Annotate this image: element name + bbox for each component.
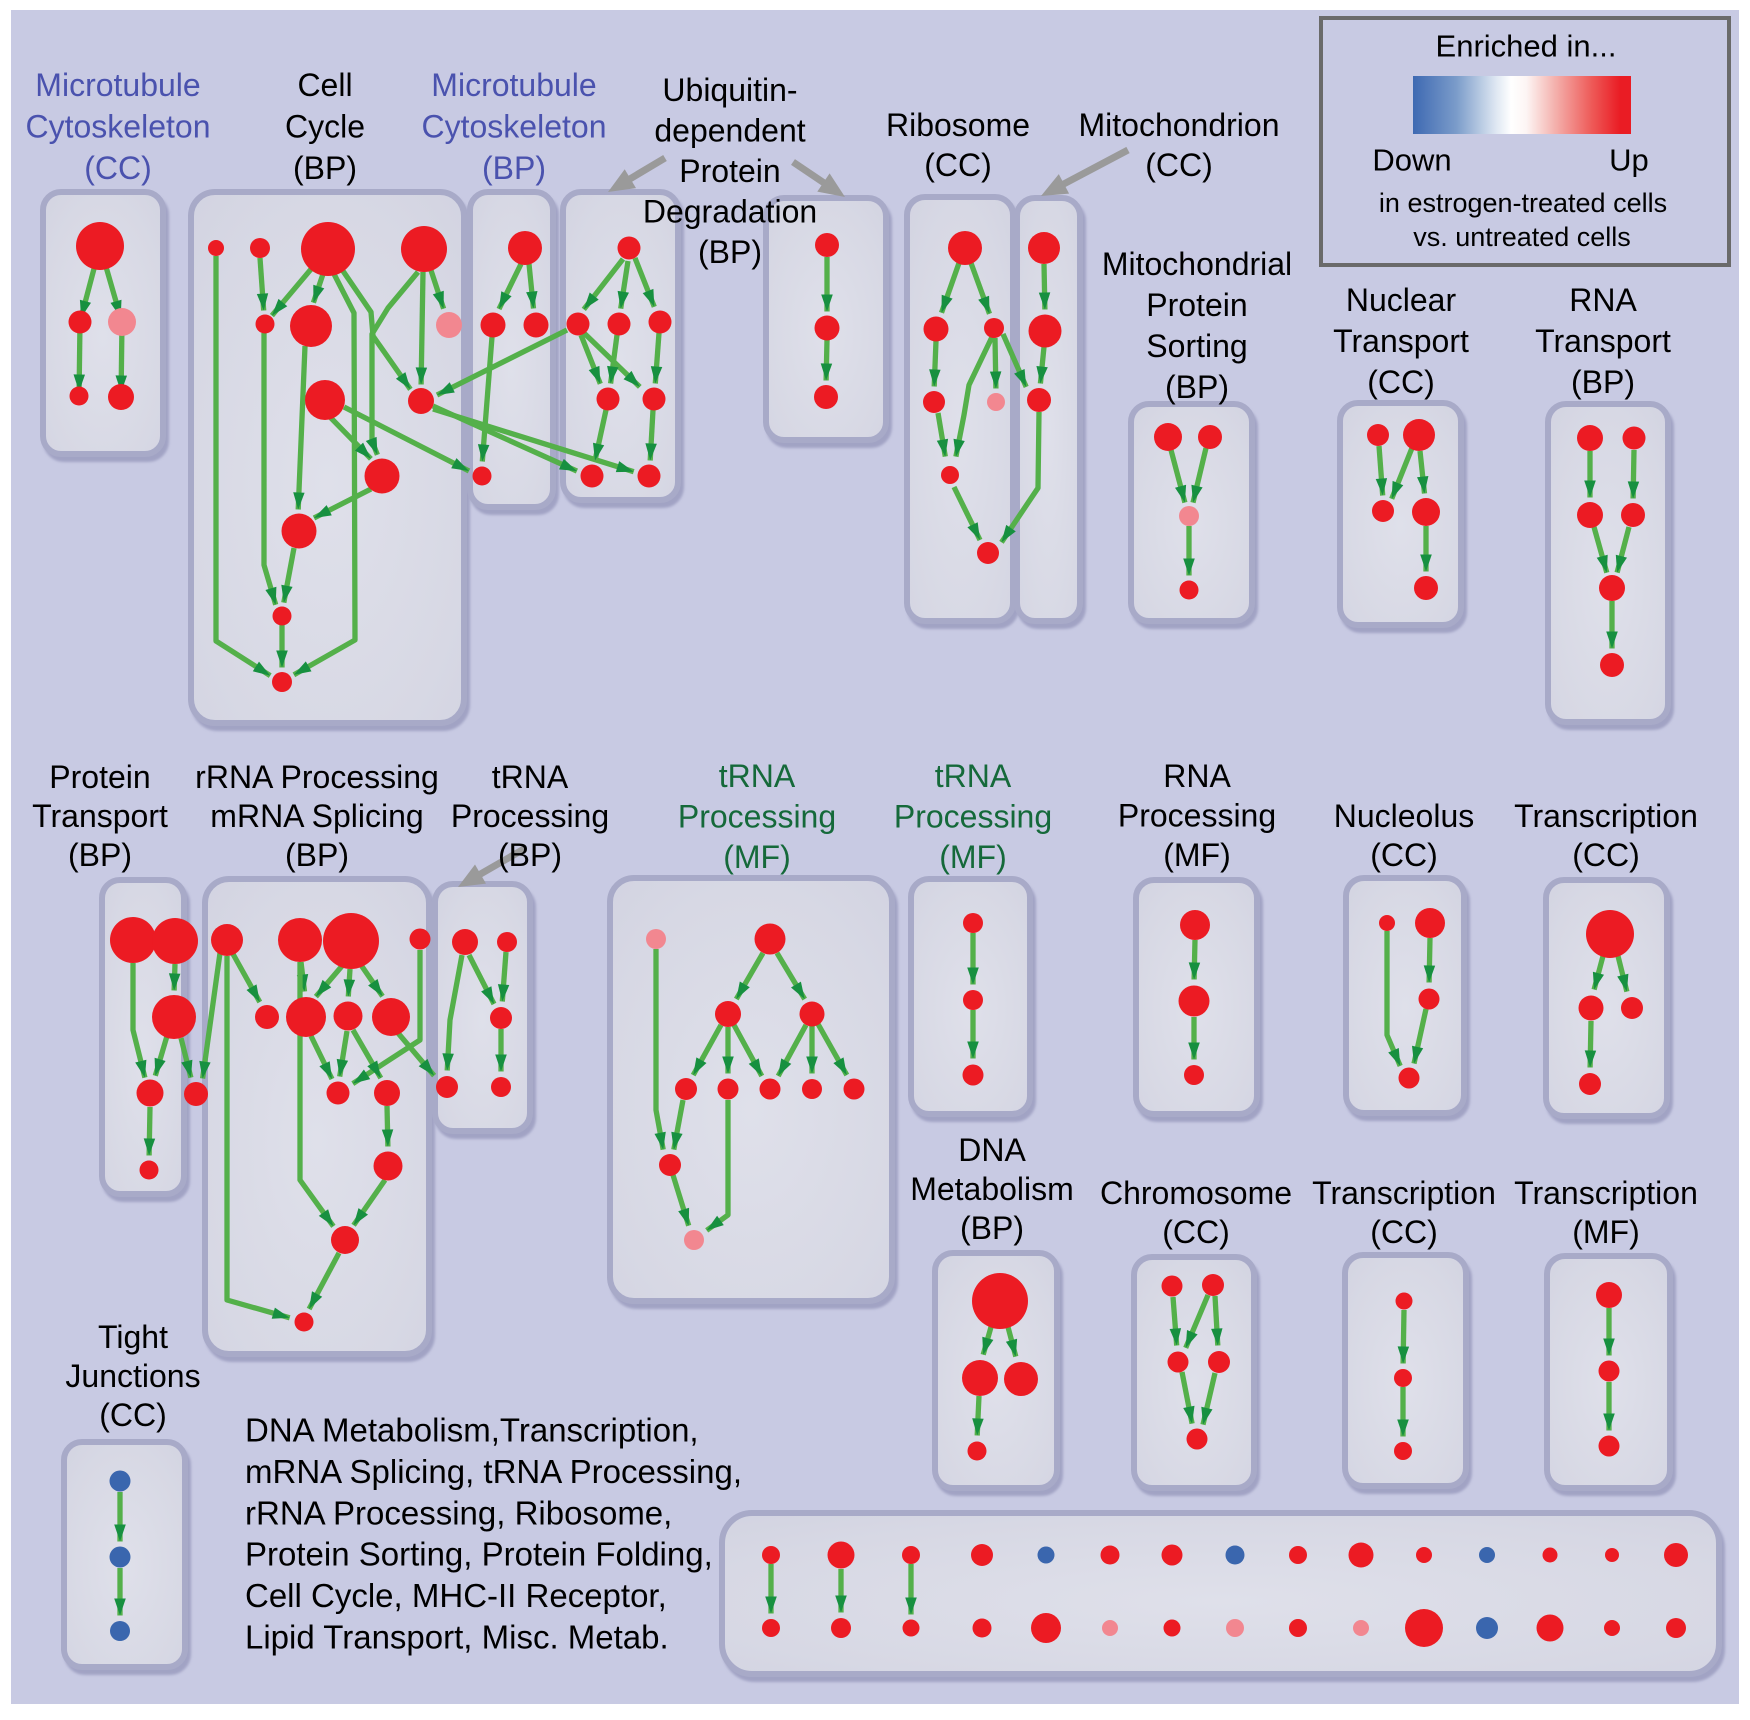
svg-text:Enriched in...: Enriched in... [1436, 29, 1617, 64]
svg-text:Tight: Tight [98, 1319, 168, 1355]
svg-text:Cell Cycle, MHC-II Receptor,: Cell Cycle, MHC-II Receptor, [245, 1577, 667, 1614]
svg-text:mRNA Splicing: mRNA Splicing [210, 798, 423, 834]
svg-text:(MF): (MF) [1572, 1214, 1640, 1250]
svg-text:RNA: RNA [1569, 282, 1637, 318]
svg-text:rRNA Processing, Ribosome,: rRNA Processing, Ribosome, [245, 1494, 672, 1531]
svg-text:(BP): (BP) [68, 837, 132, 873]
svg-text:Protein: Protein [1146, 287, 1247, 323]
svg-text:Processing: Processing [1118, 798, 1276, 834]
svg-text:Metabolism: Metabolism [910, 1171, 1074, 1207]
svg-text:(CC): (CC) [1370, 837, 1438, 873]
svg-text:Nuclear: Nuclear [1346, 282, 1457, 318]
svg-text:(BP): (BP) [1571, 364, 1635, 400]
svg-text:Cell: Cell [297, 67, 352, 103]
svg-text:(BP): (BP) [498, 837, 562, 873]
svg-text:Transcription: Transcription [1514, 798, 1698, 834]
svg-text:(CC): (CC) [1370, 1214, 1438, 1250]
svg-text:vs. untreated cells: vs. untreated cells [1413, 222, 1631, 252]
svg-text:(BP): (BP) [960, 1210, 1024, 1246]
svg-text:Microtubule: Microtubule [431, 67, 596, 103]
svg-text:Cytoskeleton: Cytoskeleton [422, 109, 607, 145]
svg-text:Nucleolus: Nucleolus [1334, 798, 1475, 834]
svg-text:Microtubule: Microtubule [35, 67, 200, 103]
svg-text:Transport: Transport [1333, 323, 1469, 359]
svg-text:(CC): (CC) [1145, 147, 1213, 183]
svg-text:(CC): (CC) [1367, 364, 1435, 400]
svg-text:(CC): (CC) [99, 1397, 167, 1433]
svg-text:(CC): (CC) [924, 147, 992, 183]
svg-text:Degradation: Degradation [643, 194, 817, 230]
svg-text:(CC): (CC) [84, 150, 152, 186]
svg-text:tRNA: tRNA [492, 759, 569, 795]
svg-text:Mitochondrion: Mitochondrion [1079, 107, 1280, 143]
svg-text:(MF): (MF) [939, 839, 1007, 875]
svg-text:(MF): (MF) [723, 839, 791, 875]
svg-text:Transcription: Transcription [1312, 1175, 1496, 1211]
svg-text:Protein Sorting, Protein Foldi: Protein Sorting, Protein Folding, [245, 1536, 713, 1573]
svg-text:Sorting: Sorting [1146, 328, 1247, 364]
svg-text:Processing: Processing [451, 798, 609, 834]
svg-text:Transcription: Transcription [1514, 1175, 1698, 1211]
svg-text:DNA Metabolism,Transcription,: DNA Metabolism,Transcription, [245, 1412, 699, 1449]
svg-text:tRNA: tRNA [935, 758, 1012, 794]
svg-text:(MF): (MF) [1163, 837, 1231, 873]
svg-text:Lipid Transport, Misc. Metab.: Lipid Transport, Misc. Metab. [245, 1619, 669, 1656]
svg-text:Protein: Protein [49, 759, 150, 795]
svg-text:Processing: Processing [678, 799, 836, 835]
svg-text:Cycle: Cycle [285, 109, 365, 145]
svg-text:tRNA: tRNA [719, 758, 796, 794]
svg-text:RNA: RNA [1163, 758, 1231, 794]
svg-text:in estrogen-treated cells: in estrogen-treated cells [1379, 188, 1667, 218]
svg-text:Down: Down [1372, 143, 1451, 178]
svg-text:(BP): (BP) [482, 150, 546, 186]
svg-text:rRNA Processing: rRNA Processing [195, 759, 439, 795]
svg-text:Cytoskeleton: Cytoskeleton [26, 109, 211, 145]
svg-text:Transport: Transport [1535, 323, 1671, 359]
svg-text:Processing: Processing [894, 799, 1052, 835]
svg-text:(BP): (BP) [293, 150, 357, 186]
svg-text:Mitochondrial: Mitochondrial [1102, 246, 1292, 282]
svg-text:Up: Up [1609, 143, 1649, 178]
svg-text:(CC): (CC) [1162, 1214, 1230, 1250]
svg-text:(BP): (BP) [698, 234, 762, 270]
svg-text:mRNA Splicing, tRNA Processing: mRNA Splicing, tRNA Processing, [245, 1453, 742, 1490]
svg-text:DNA: DNA [958, 1132, 1026, 1168]
svg-text:Ubiquitin-: Ubiquitin- [662, 72, 797, 108]
svg-text:Chromosome: Chromosome [1100, 1175, 1292, 1211]
svg-text:dependent: dependent [654, 113, 805, 149]
svg-text:Transport: Transport [32, 798, 168, 834]
svg-text:Ribosome: Ribosome [886, 107, 1030, 143]
svg-text:(BP): (BP) [285, 837, 349, 873]
svg-text:(BP): (BP) [1165, 369, 1229, 405]
svg-text:(CC): (CC) [1572, 837, 1640, 873]
svg-text:Protein: Protein [679, 153, 780, 189]
svg-text:Junctions: Junctions [65, 1358, 200, 1394]
